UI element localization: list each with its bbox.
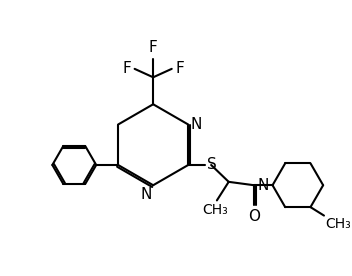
Text: F: F: [149, 40, 158, 55]
Text: N: N: [140, 187, 151, 202]
Text: CH₃: CH₃: [326, 217, 351, 231]
Text: N: N: [257, 178, 269, 193]
Text: O: O: [248, 209, 260, 224]
Text: S: S: [207, 158, 216, 172]
Text: CH₃: CH₃: [202, 203, 228, 217]
Text: N: N: [191, 117, 202, 132]
Text: F: F: [122, 61, 131, 76]
Text: F: F: [175, 61, 184, 76]
